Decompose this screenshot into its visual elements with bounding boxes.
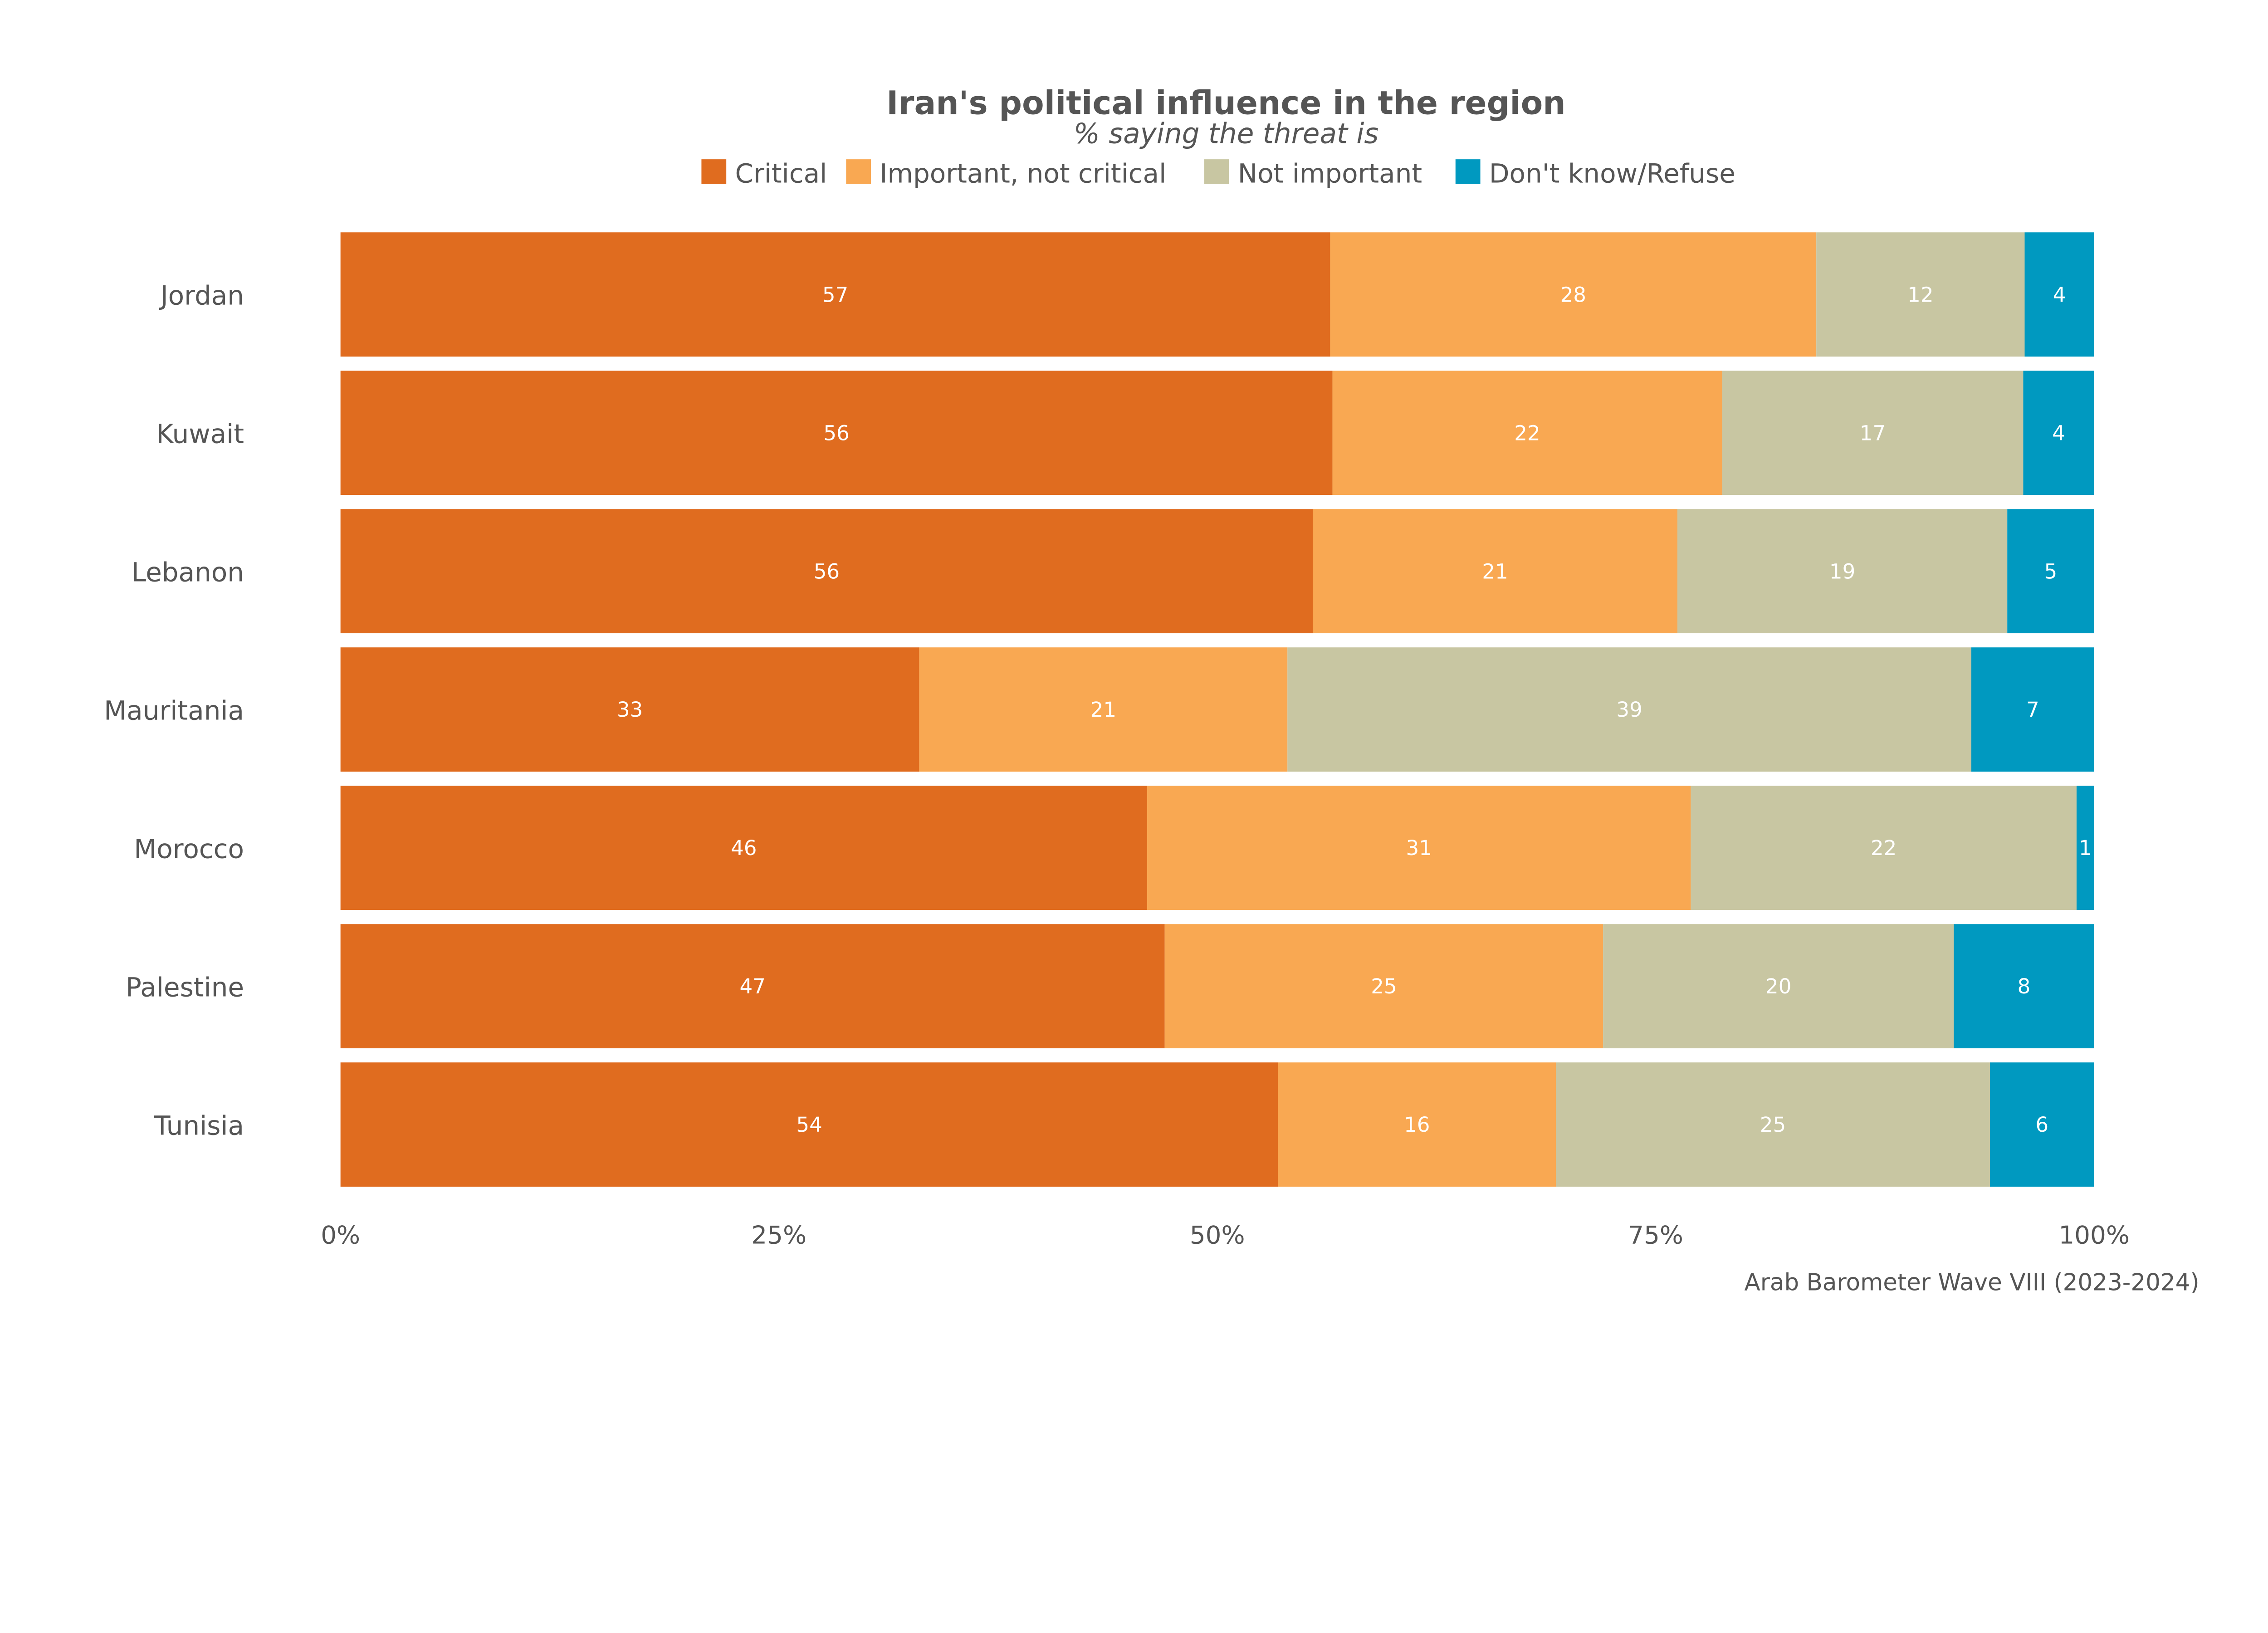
data-label: 21 — [1090, 698, 1116, 722]
legend-swatch — [846, 159, 871, 184]
bar-segment — [1816, 232, 2025, 357]
bar-segment — [340, 647, 919, 772]
bar-segment — [2023, 371, 2094, 495]
bar-segment — [340, 509, 1313, 634]
bar-segment — [1954, 924, 2094, 1049]
data-label: 25 — [1760, 1113, 1786, 1137]
bar-segment — [1278, 1062, 1556, 1187]
y-tick-label: Kuwait — [156, 419, 244, 450]
legend: Critical Important, not critical Not impor… — [701, 158, 1735, 189]
legend-swatch — [1455, 159, 1481, 184]
data-label: 22 — [1514, 421, 1540, 445]
bars: 57 28 12 4 56 22 17 4 56 21 19 5 33 21 39 7 46 31 22 1 47 25 2… — [340, 232, 2094, 1187]
data-label: 16 — [1404, 1113, 1430, 1137]
data-label: 47 — [739, 974, 765, 998]
data-label: 5 — [2044, 559, 2058, 583]
y-tick-label: Mauritania — [104, 695, 244, 726]
bar-segment — [1330, 232, 1817, 357]
y-tick-label: Tunisia — [154, 1110, 244, 1141]
data-label: 57 — [822, 283, 848, 307]
bar-segment — [340, 924, 1165, 1049]
data-label: 46 — [731, 836, 757, 860]
bar-segment — [1677, 509, 2008, 634]
legend-swatch — [1204, 159, 1229, 184]
data-label: 25 — [1371, 974, 1397, 998]
data-label: 56 — [814, 559, 840, 583]
data-label: 56 — [823, 421, 849, 445]
legend-label: Important, not critical — [880, 158, 1166, 189]
bar-segment — [1164, 924, 1603, 1049]
bar-segment — [1989, 1062, 2094, 1187]
bar-segment — [2076, 786, 2094, 910]
data-label: 8 — [2018, 974, 2031, 998]
y-tick-label: Morocco — [134, 834, 244, 865]
y-tick-label: Lebanon — [132, 557, 244, 588]
bar-segment — [1332, 371, 1722, 495]
data-label: 17 — [1860, 421, 1886, 445]
data-label: 1 — [2079, 836, 2092, 860]
data-label: 28 — [1560, 283, 1586, 307]
bar-segment — [1691, 786, 2077, 910]
data-label: 39 — [1616, 698, 1642, 722]
chart: Iran's political influence in the region… — [104, 84, 2199, 1296]
bar-segment — [919, 647, 1288, 772]
x-tick-label: 50% — [1190, 1221, 1245, 1250]
chart-subtitle: % saying the threat is — [1074, 118, 1379, 150]
bar-segment — [1603, 924, 1954, 1049]
bar-segment — [1147, 786, 1691, 910]
data-label: 54 — [796, 1113, 822, 1137]
bar-segment — [340, 371, 1333, 495]
bar-segment — [1287, 647, 1971, 772]
bar-segment — [340, 786, 1147, 910]
data-label: 31 — [1406, 836, 1432, 860]
x-tick-label: 75% — [1628, 1221, 1683, 1250]
bar-segment — [340, 232, 1330, 357]
x-tick-label: 100% — [2058, 1221, 2130, 1250]
bar-segment — [2024, 232, 2094, 357]
bar-segment — [2007, 509, 2094, 634]
legend-label: Critical — [735, 158, 827, 189]
x-tick-label: 0% — [321, 1221, 360, 1250]
bar-segment — [1971, 647, 2094, 772]
bar-segment — [340, 1062, 1278, 1187]
data-label: 21 — [1482, 559, 1508, 583]
data-label: 12 — [1907, 283, 1933, 307]
bar-segment — [1722, 371, 2024, 495]
x-tick-label: 25% — [751, 1221, 807, 1250]
chart-title: Iran's political influence in the region — [886, 84, 1566, 122]
data-label: 7 — [2026, 698, 2039, 722]
legend-label: Don't know/Refuse — [1489, 158, 1735, 189]
legend-label: Not important — [1238, 158, 1422, 189]
data-label: 6 — [2035, 1113, 2048, 1137]
data-label: 4 — [2053, 283, 2066, 307]
data-label: 19 — [1829, 559, 1855, 583]
bar-segment — [1313, 509, 1677, 634]
y-tick-label: Jordan — [159, 280, 244, 311]
legend-swatch — [701, 159, 727, 184]
bar-segment — [1556, 1062, 1990, 1187]
y-axis: Jordan Kuwait Lebanon Mauritania Morocco Pale… — [104, 280, 244, 1141]
data-label: 4 — [2052, 421, 2065, 445]
x-axis: 0% 25% 50% 75% 100% — [321, 1221, 2130, 1250]
data-label: 22 — [1871, 836, 1897, 860]
caption: Arab Barometer Wave VIII (2023-2024) — [1744, 1269, 2199, 1296]
data-label: 33 — [617, 698, 643, 722]
y-tick-label: Palestine — [126, 972, 244, 1003]
data-label: 20 — [1765, 974, 1791, 998]
